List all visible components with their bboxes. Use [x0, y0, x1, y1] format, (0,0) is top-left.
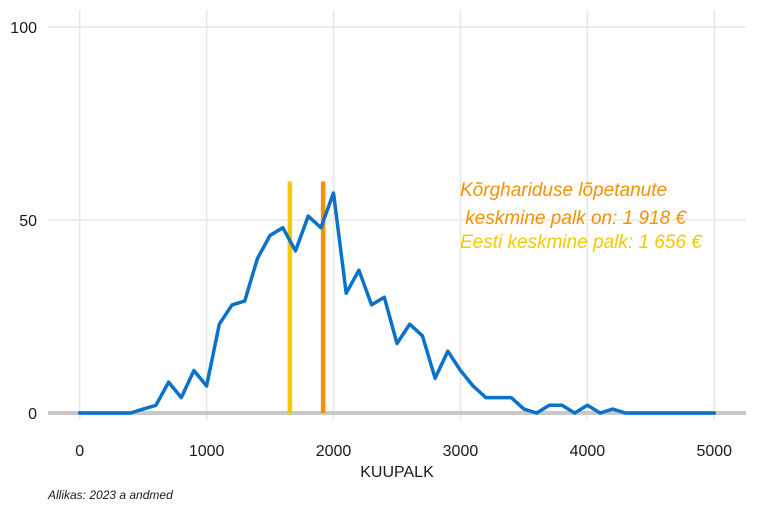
- y-tick-label: 50: [19, 213, 37, 230]
- x-tick-label: 4000: [570, 443, 606, 460]
- annotation-line: Eesti keskmine palk: 1 656 €: [460, 232, 703, 253]
- source-note: Allikas: 2023 a andmed: [48, 488, 173, 502]
- x-tick-label: 5000: [696, 443, 732, 460]
- annotation-line: Kõrghariduse lõpetanute: [460, 180, 667, 201]
- x-tick-labels: 0 1000 2000 3000 4000 5000: [75, 443, 732, 460]
- x-axis-title: KUUPALK: [360, 464, 434, 481]
- y-tick-label: 0: [28, 406, 37, 423]
- y-tick-labels: 0 50 100: [10, 20, 37, 423]
- series-line-0: [77, 191, 717, 415]
- annotation-1: Eesti keskmine palk: 1 656 €: [460, 232, 703, 253]
- y-tick-label: 100: [10, 20, 37, 37]
- x-tick-label: 1000: [189, 443, 225, 460]
- annotation-line: keskmine palk on: 1 918 €: [460, 208, 687, 229]
- x-tick-label: 3000: [443, 443, 479, 460]
- x-tick-label: 0: [75, 443, 84, 460]
- grid-lines: [48, 10, 746, 420]
- annotation-0: Kõrghariduse lõpetanute keskmine palk on…: [460, 180, 687, 229]
- x-tick-label: 2000: [316, 443, 352, 460]
